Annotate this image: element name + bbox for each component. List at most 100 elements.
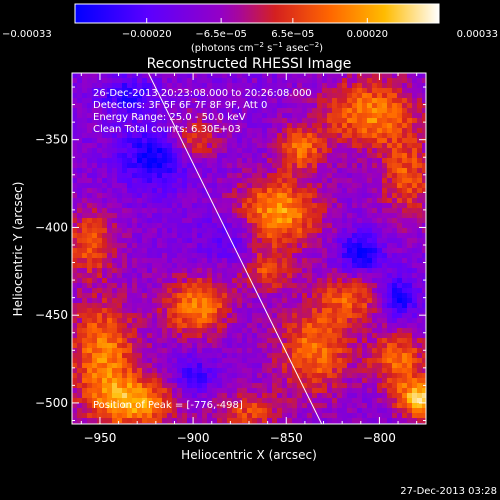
heatmap-pixel [407,143,413,149]
heatmap-pixel [207,268,213,274]
heatmap-pixel [102,203,108,209]
heatmap-pixel [347,88,353,94]
heatmap-pixel [222,243,228,249]
heatmap-pixel [357,338,363,344]
heatmap-pixel [167,183,173,189]
heatmap-pixel [192,193,198,199]
heatmap-pixel [132,188,138,194]
heatmap-pixel [117,253,123,259]
heatmap-pixel [302,133,308,139]
heatmap-pixel [402,373,408,379]
heatmap-pixel [207,153,213,159]
heatmap-pixel [112,168,118,174]
heatmap-pixel [327,273,333,279]
heatmap-pixel [312,333,318,339]
heatmap-pixel [277,118,283,124]
heatmap-pixel [112,138,118,144]
heatmap-pixel [82,208,88,214]
heatmap-pixel [382,318,388,324]
heatmap-pixel [172,383,178,389]
heatmap-pixel [292,283,298,289]
heatmap-pixel [172,178,178,184]
heatmap-pixel [352,83,358,89]
heatmap-pixel [137,268,143,274]
heatmap-pixel [77,293,83,299]
heatmap-pixel [322,108,328,114]
heatmap-pixel [197,363,203,369]
heatmap-pixel [152,193,158,199]
heatmap-pixel [352,223,358,229]
heatmap-pixel [387,213,393,219]
heatmap-pixel [347,258,353,264]
heatmap-pixel [307,138,313,144]
heatmap-pixel [377,328,383,334]
heatmap-pixel [287,203,293,209]
heatmap-pixel [387,123,393,129]
heatmap-pixel [127,83,133,89]
heatmap-pixel [347,233,353,239]
heatmap-pixel [287,273,293,279]
heatmap-pixel [377,253,383,259]
heatmap-pixel [387,318,393,324]
heatmap-pixel [407,403,413,409]
heatmap-pixel [237,138,243,144]
heatmap-pixel [212,288,218,294]
heatmap-pixel [302,203,308,209]
heatmap-pixel [122,353,128,359]
heatmap-pixel [237,363,243,369]
heatmap-pixel [422,98,426,104]
heatmap-pixel [167,368,173,374]
heatmap-pixel [217,148,223,154]
heatmap-pixel [272,98,278,104]
heatmap-pixel [202,143,208,149]
heatmap-pixel [422,123,426,129]
heatmap-pixel [152,273,158,279]
heatmap-pixel [77,358,83,364]
heatmap-pixel [182,243,188,249]
heatmap-pixel [162,128,168,134]
heatmap-pixel [222,143,228,149]
heatmap-pixel [267,198,273,204]
heatmap-pixel [367,398,373,404]
heatmap-pixel [132,268,138,274]
heatmap-pixel [287,373,293,379]
heatmap-pixel [207,403,213,409]
heatmap-pixel [382,413,388,419]
heatmap-pixel [112,418,118,424]
heatmap-pixel [352,348,358,354]
heatmap-pixel [207,118,213,124]
heatmap-pixel [282,348,288,354]
heatmap-pixel [422,353,426,359]
heatmap-pixel [242,228,248,234]
heatmap-pixel [252,73,258,79]
heatmap-pixel [367,88,373,94]
heatmap-pixel [277,143,283,149]
heatmap-pixel [217,258,223,264]
heatmap-pixel [102,233,108,239]
heatmap-pixel [402,273,408,279]
heatmap-pixel [347,303,353,309]
heatmap-pixel [267,263,273,269]
heatmap-pixel [112,413,118,419]
heatmap-pixel [302,228,308,234]
heatmap-pixel [187,378,193,384]
heatmap-pixel [337,243,343,249]
heatmap-pixel [367,133,373,139]
heatmap-pixel [342,198,348,204]
heatmap-pixel [162,258,168,264]
heatmap-pixel [157,288,163,294]
heatmap-pixel [237,128,243,134]
heatmap-pixel [327,353,333,359]
heatmap-pixel [97,288,103,294]
heatmap-pixel [72,248,78,254]
heatmap-pixel [362,108,368,114]
heatmap-pixel [117,353,123,359]
heatmap-pixel [107,268,113,274]
heatmap-pixel [117,373,123,379]
heatmap-pixel [382,73,388,79]
heatmap-pixel [272,318,278,324]
heatmap-pixel [292,308,298,314]
heatmap-pixel [217,268,223,274]
heatmap-pixel [167,118,173,124]
heatmap-pixel [212,378,218,384]
